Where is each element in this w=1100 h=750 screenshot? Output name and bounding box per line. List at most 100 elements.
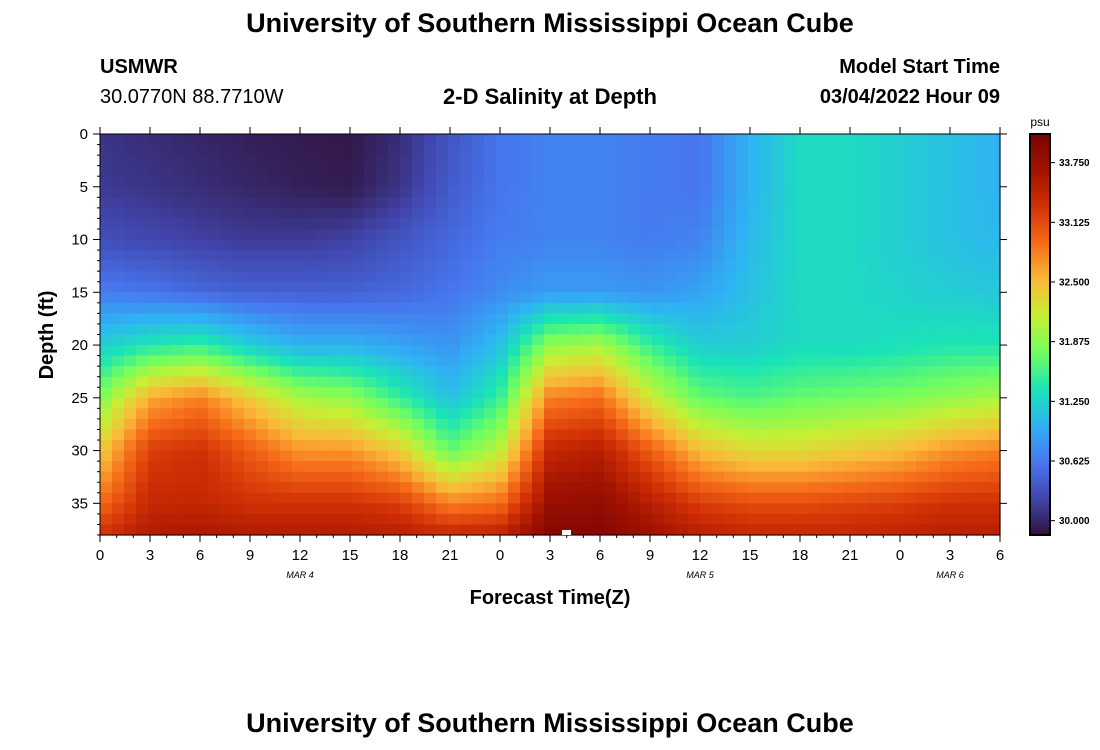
- heatmap-cell: [124, 387, 137, 399]
- heatmap-cell: [160, 397, 173, 409]
- heatmap-cell: [592, 503, 605, 515]
- heatmap-cell: [184, 134, 197, 146]
- heatmap-cell: [712, 260, 725, 272]
- heatmap-cell: [328, 429, 341, 441]
- heatmap-cell: [604, 450, 617, 462]
- heatmap-cell: [340, 323, 353, 336]
- heatmap-cell: [496, 176, 509, 188]
- heatmap-cell: [100, 461, 113, 473]
- heatmap-cell: [736, 450, 749, 462]
- heatmap-cell: [124, 260, 137, 272]
- heatmap-cell: [496, 397, 509, 409]
- heatmap-cell: [904, 207, 917, 220]
- heatmap-cell: [856, 418, 869, 431]
- heatmap-cell: [988, 228, 1001, 241]
- heatmap-cell: [424, 271, 437, 283]
- heatmap-cell: [616, 492, 629, 504]
- heatmap-cell: [532, 408, 545, 420]
- heatmap-cell: [844, 387, 857, 399]
- heatmap-cells: [100, 134, 1001, 536]
- heatmap-cell: [304, 524, 317, 536]
- heatmap-cell: [820, 418, 833, 431]
- heatmap-cell: [940, 524, 953, 536]
- heatmap-cell: [112, 176, 125, 188]
- heatmap-cell: [880, 155, 893, 167]
- heatmap-cell: [232, 503, 245, 515]
- heatmap-cell: [484, 218, 497, 230]
- heatmap-cell: [328, 302, 341, 314]
- heatmap-cell: [736, 440, 749, 452]
- heatmap-cell: [544, 334, 557, 346]
- heatmap-cell: [208, 302, 221, 314]
- heatmap-cell: [508, 155, 521, 167]
- heatmap-cell: [844, 134, 857, 146]
- heatmap-cell: [352, 207, 365, 220]
- heatmap-cell: [508, 366, 521, 378]
- heatmap-cell: [328, 334, 341, 346]
- heatmap-cell: [460, 429, 473, 441]
- heatmap-cell: [748, 134, 761, 146]
- heatmap-cell: [640, 144, 653, 156]
- heatmap-cell: [352, 334, 365, 346]
- heatmap-cell: [928, 492, 941, 504]
- heatmap-cell: [856, 408, 869, 420]
- heatmap-cell: [772, 239, 785, 251]
- x-tick-label: 0: [96, 547, 104, 564]
- heatmap-cell: [760, 524, 773, 536]
- heatmap-cell: [160, 440, 173, 452]
- heatmap-cell: [952, 524, 965, 536]
- heatmap-cell: [700, 418, 713, 431]
- heatmap-cell: [724, 155, 737, 167]
- heatmap-cell: [592, 492, 605, 504]
- heatmap-cell: [640, 387, 653, 399]
- heatmap-cell: [220, 239, 233, 251]
- heatmap-cell: [868, 207, 881, 220]
- heatmap-cell: [532, 250, 545, 262]
- y-tick-label: 15: [71, 284, 88, 301]
- heatmap-cell: [400, 197, 413, 209]
- heatmap-cell: [700, 345, 713, 357]
- heatmap-cell: [412, 302, 425, 314]
- heatmap-cell: [436, 366, 449, 378]
- heatmap-cell: [256, 323, 269, 336]
- heatmap-cell: [796, 524, 809, 536]
- heatmap-cell: [628, 144, 641, 156]
- x-tick-label: 21: [842, 547, 859, 564]
- heatmap-cell: [436, 271, 449, 283]
- heatmap-cell: [328, 345, 341, 357]
- heatmap-cell: [616, 292, 629, 304]
- heatmap-cell: [640, 345, 653, 357]
- heatmap-cell: [820, 429, 833, 441]
- heatmap-cell: [532, 165, 545, 177]
- heatmap-cell: [436, 440, 449, 452]
- heatmap-cell: [184, 271, 197, 283]
- heatmap-cell: [724, 176, 737, 188]
- heatmap-cell: [448, 387, 461, 399]
- heatmap-cell: [880, 302, 893, 314]
- heatmap-cell: [484, 250, 497, 262]
- heatmap-cell: [772, 450, 785, 462]
- heatmap-cell: [544, 313, 557, 325]
- heatmap-cell: [496, 366, 509, 378]
- heatmap-cell: [220, 313, 233, 325]
- heatmap-cell: [628, 366, 641, 378]
- heatmap-cell: [304, 207, 317, 220]
- heatmap-cell: [100, 260, 113, 272]
- heatmap-cell: [412, 397, 425, 409]
- heatmap-cell: [484, 134, 497, 146]
- heatmap-cell: [832, 165, 845, 177]
- heatmap-cell: [388, 376, 401, 388]
- heatmap-cell: [976, 513, 989, 526]
- heatmap-cell: [496, 302, 509, 314]
- heatmap-cell: [772, 513, 785, 526]
- heatmap-cell: [244, 397, 257, 409]
- heatmap-cell: [676, 345, 689, 357]
- heatmap-cell: [292, 207, 305, 220]
- heatmap-cell: [640, 323, 653, 336]
- heatmap-cell: [280, 134, 293, 146]
- heatmap-cell: [424, 186, 437, 198]
- heatmap-cell: [340, 345, 353, 357]
- heatmap-cell: [808, 281, 821, 293]
- heatmap-cell: [844, 376, 857, 388]
- heatmap-cell: [424, 218, 437, 230]
